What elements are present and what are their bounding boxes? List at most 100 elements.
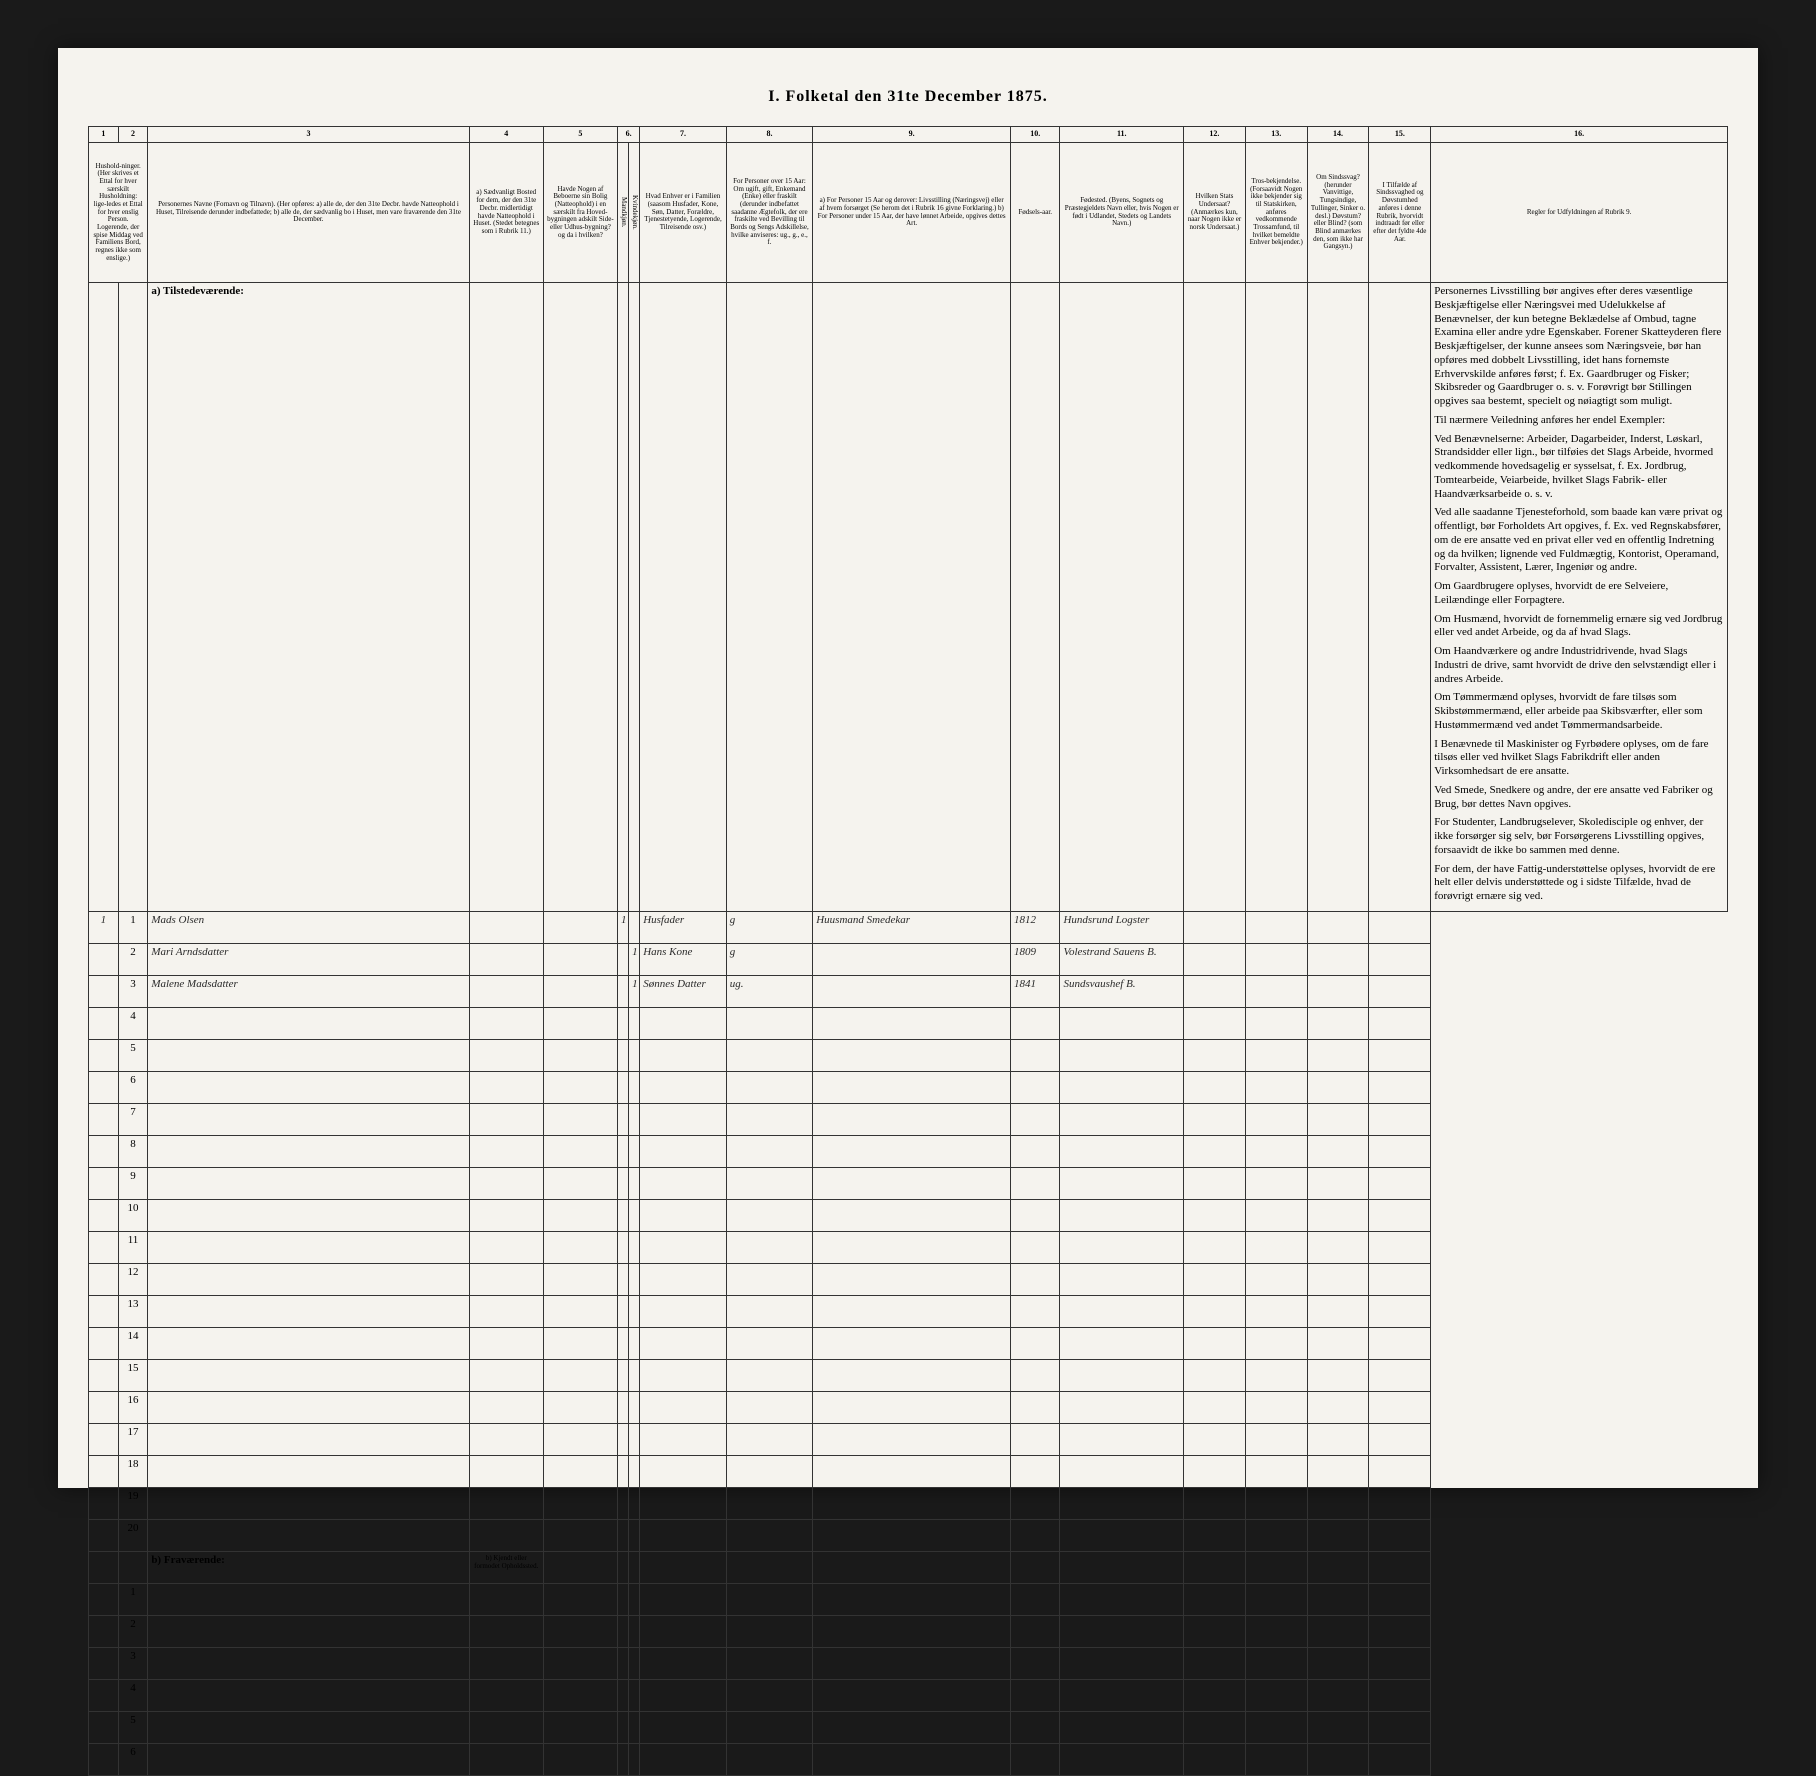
table-row: 8 (89, 1135, 1728, 1167)
colnum: 11. (1060, 127, 1184, 143)
section-a-row: a) Tilstedeværende: Personernes Livsstil… (89, 283, 1728, 912)
table-row: 2Mari Arndsdatter1Hans Koneg1809Volestra… (89, 943, 1728, 975)
header-male: Mandkjøn. (617, 143, 628, 283)
colnum: 12. (1184, 127, 1246, 143)
colnum: 15. (1369, 127, 1431, 143)
rules-paragraph: Til nærmere Veiledning anføres her endel… (1434, 414, 1724, 428)
colnum: 8. (726, 127, 813, 143)
row-number: 6 (118, 1071, 148, 1103)
colnum: 2 (118, 127, 148, 143)
section-a-label: a) Tilstedeværende: (148, 283, 469, 912)
row-number: 8 (118, 1135, 148, 1167)
page-title: I. Folketal den 31te December 1875. (88, 88, 1728, 106)
table-row: 4 (89, 1007, 1728, 1039)
header-family: Hvad Enhver er i Familien (saasom Husfad… (640, 143, 727, 283)
colnum: 14. (1307, 127, 1369, 143)
birthplace: Hundsrund Logster (1060, 911, 1184, 943)
onset (1369, 911, 1431, 943)
colnum: 3 (148, 127, 469, 143)
rules-paragraph: Ved Benævnelserne: Arbeider, Dagarbeider… (1434, 433, 1724, 502)
table-row: 3Malene Madsdatter1Sønnes Datterug.1841S… (89, 975, 1728, 1007)
family-position: Husfader (640, 911, 727, 943)
header-row: Hushold-ninger. (Her skrives et Ettal fo… (89, 143, 1728, 283)
row-number: 4 (118, 1679, 148, 1711)
usual-residence (469, 943, 543, 975)
row-number: 19 (118, 1487, 148, 1519)
rules-column: Personernes Livsstilling bør angives eft… (1431, 283, 1728, 912)
female-mark (629, 911, 640, 943)
person-name: Mads Olsen (148, 911, 469, 943)
table-row: 5 (89, 1039, 1728, 1071)
row-number: 10 (118, 1199, 148, 1231)
occupation: Huusmand Smedekar (813, 911, 1011, 943)
table-row: 3 (89, 1647, 1728, 1679)
usual-residence (469, 911, 543, 943)
row-number: 1 (118, 1583, 148, 1615)
data-rows-body: 11Mads Olsen1HusfadergHuusmand Smedekar1… (89, 911, 1728, 1775)
row-number: 4 (118, 1007, 148, 1039)
rules-paragraph: I Benævnede til Maskinister og Fyrbødere… (1434, 738, 1724, 779)
civil-status: ug. (726, 975, 813, 1007)
row-number: 14 (118, 1327, 148, 1359)
table-row: 5 (89, 1711, 1728, 1743)
colnum: 16. (1431, 127, 1728, 143)
header-birthplace: Fødested. (Byens, Sognets og Præstegjeld… (1060, 143, 1184, 283)
column-number-row: 1 2 3 4 5 6. 7. 8. 9. 10. 11. 12. 13. 14… (89, 127, 1728, 143)
male-mark (617, 943, 628, 975)
header-disability: Om Sindssvag? (herunder Vanvittige, Tung… (1307, 143, 1369, 283)
disability (1307, 975, 1369, 1007)
row-number: 11 (118, 1231, 148, 1263)
table-row: 10 (89, 1199, 1728, 1231)
nationality (1184, 911, 1246, 943)
row-number: 18 (118, 1455, 148, 1487)
header-onset: I Tilfælde af Sindssvaghed og Døvstumhed… (1369, 143, 1431, 283)
rules-paragraph: Personernes Livsstilling bør angives eft… (1434, 285, 1724, 409)
row-number: 16 (118, 1391, 148, 1423)
birthplace: Volestrand Sauens B. (1060, 943, 1184, 975)
occupation (813, 975, 1011, 1007)
table-row: 1 (89, 1583, 1728, 1615)
disability (1307, 943, 1369, 975)
row-number: 5 (118, 1711, 148, 1743)
table-row: 13 (89, 1295, 1728, 1327)
rules-paragraph: Om Haandværkere og andre Industridrivend… (1434, 645, 1724, 686)
table-row: 19 (89, 1487, 1728, 1519)
census-table: 1 2 3 4 5 6. 7. 8. 9. 10. 11. 12. 13. 14… (88, 126, 1728, 1776)
table-row: 6 (89, 1743, 1728, 1775)
rules-paragraph: For dem, der have Fattig-understøttelse … (1434, 863, 1724, 904)
row-number: 20 (118, 1519, 148, 1551)
header-households: Hushold-ninger. (Her skrives et Ettal fo… (89, 143, 148, 283)
header-birthyear: Fødsels-aar. (1011, 143, 1060, 283)
header-names: Personernes Navne (Fornavn og Tilnavn). … (148, 143, 469, 283)
building (543, 911, 617, 943)
household-number (89, 975, 119, 1007)
civil-status: g (726, 943, 813, 975)
rules-paragraph: Ved Smede, Snedkere og andre, der ere an… (1434, 784, 1724, 812)
table-row: 11 (89, 1231, 1728, 1263)
table-row: 15 (89, 1359, 1728, 1391)
header-nationality: Hvilken Stats Undersaat? (Anmærkes kun, … (1184, 143, 1246, 283)
row-number: 7 (118, 1103, 148, 1135)
header-female: Kvindekjøn. (629, 143, 640, 283)
religion (1245, 943, 1307, 975)
rules-paragraph: Om Tømmermænd oplyses, hvorvidt de fare … (1434, 691, 1724, 732)
row-number: 9 (118, 1167, 148, 1199)
building (543, 975, 617, 1007)
nationality (1184, 943, 1246, 975)
colnum: 7. (640, 127, 727, 143)
table-row: 12 (89, 1263, 1728, 1295)
household-number (89, 943, 119, 975)
table-row: 17 (89, 1423, 1728, 1455)
table-row: 6 (89, 1071, 1728, 1103)
family-position: Sønnes Datter (640, 975, 727, 1007)
table-row: 18 (89, 1455, 1728, 1487)
female-mark: 1 (629, 943, 640, 975)
male-mark (617, 975, 628, 1007)
nationality (1184, 975, 1246, 1007)
birth-year: 1841 (1011, 975, 1060, 1007)
colnum: 4 (469, 127, 543, 143)
table-row: 20 (89, 1519, 1728, 1551)
header-building: Havde Nogen af Beboerne sin Bolig (Natte… (543, 143, 617, 283)
civil-status: g (726, 911, 813, 943)
colnum: 9. (813, 127, 1011, 143)
